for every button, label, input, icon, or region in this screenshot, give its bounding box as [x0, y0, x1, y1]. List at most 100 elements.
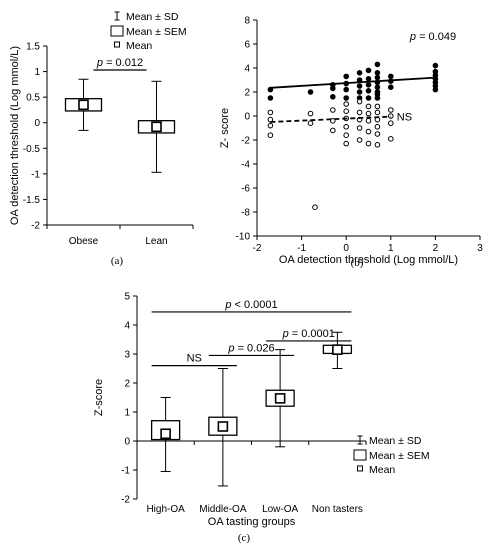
legend-sem-symbol — [110, 25, 124, 37]
filled-point — [356, 83, 363, 89]
significance-label: p = 0.0001 — [282, 328, 335, 340]
y-tick-label: 1 — [34, 67, 40, 78]
open-point — [330, 127, 336, 134]
filled-point — [388, 73, 394, 80]
filled-point — [356, 70, 363, 76]
significance-label: p = 0.026 — [227, 342, 274, 354]
open-point — [388, 120, 394, 126]
trend-line-dashed — [270, 115, 391, 123]
open-point — [356, 109, 363, 116]
open-point — [365, 140, 372, 147]
open-point — [343, 101, 350, 107]
open-point — [330, 107, 336, 113]
legend-a: Mean ± SD Mean ± SEM Mean — [110, 11, 187, 52]
panel-a: -2 -1.5 -1 -0.5 0 0.5 1 1.5 Obese Lean OA detectio… — [9, 42, 194, 267]
legend-c: Mean ± SD Mean ± SEM Mean — [353, 435, 430, 476]
filled-point — [356, 89, 363, 95]
open-point — [267, 132, 274, 138]
x-tick-label: 3 — [477, 243, 483, 254]
open-point — [343, 132, 350, 138]
y-tick-label: -0.5 — [23, 144, 41, 155]
x-tick-label: Obese — [69, 236, 99, 247]
y-tick-label: 2 — [124, 379, 130, 390]
panel-caption: (a) — [111, 255, 124, 267]
filled-point — [365, 88, 372, 94]
x-tick-label: 2 — [433, 243, 439, 254]
open-point — [356, 98, 363, 105]
open-point — [388, 136, 394, 142]
legend-mean-symbol — [114, 41, 120, 48]
y-tick-label: -2 — [241, 136, 250, 147]
filled-point — [374, 84, 381, 90]
x-axis-label: OA tasting groups — [208, 516, 296, 528]
open-point — [307, 120, 314, 126]
y-tick-label: -2 — [31, 221, 40, 232]
y-tick-label: 2 — [244, 88, 250, 99]
filled-point — [374, 70, 381, 76]
open-point — [374, 142, 381, 148]
mean-marker — [160, 428, 171, 440]
y-tick-label: 5 — [124, 292, 130, 303]
open-point — [356, 137, 363, 143]
open-point — [365, 103, 372, 110]
legend-label-mean: Mean — [126, 40, 152, 52]
y-tick-label: 0 — [34, 118, 40, 129]
legend-label-sd: Mean ± SD — [369, 435, 422, 447]
open-point — [312, 204, 318, 210]
significance-label: p = 0.012 — [96, 57, 143, 69]
open-point — [374, 103, 381, 110]
y-tick-label: 0 — [124, 437, 130, 448]
open-point — [343, 140, 350, 147]
open-point — [343, 124, 350, 130]
filled-point — [267, 95, 274, 101]
trend-line-solid — [270, 76, 436, 89]
filled-point — [365, 82, 372, 88]
filled-point — [365, 76, 372, 82]
filled-point — [374, 91, 381, 98]
open-point — [365, 110, 372, 117]
y-tick-label: -4 — [241, 160, 250, 171]
open-point — [388, 113, 394, 119]
y-tick-label: -6 — [241, 184, 250, 195]
filled-point — [374, 74, 381, 81]
filled-point — [330, 94, 336, 100]
filled-point — [388, 84, 394, 90]
x-tick-label: High-OA — [146, 504, 185, 515]
open-point — [343, 108, 350, 114]
filled-point — [343, 86, 350, 93]
x-tick-label: Low-OA — [262, 504, 298, 515]
panel-c: -2 -1 0 1 2 3 4 5 High-OA Middle-OA Low-OA Non tast… — [93, 292, 367, 544]
y-axis-label: OA detection threshold (Log mmol/L) — [9, 46, 21, 225]
y-tick-label: -10 — [236, 232, 251, 243]
y-tick-label: 3 — [124, 350, 130, 361]
filled-point — [365, 95, 372, 101]
y-tick-label: 1 — [124, 408, 130, 419]
y-tick-label: -2 — [121, 495, 130, 506]
x-tick-label: 1 — [388, 243, 394, 254]
mean-marker — [151, 121, 162, 133]
open-point — [307, 110, 314, 117]
mean-marker — [217, 421, 229, 432]
legend-label-sd: Mean ± SD — [126, 11, 179, 23]
filled-point — [432, 62, 439, 69]
legend-sem-symbol — [353, 449, 367, 461]
y-tick-label: 8 — [244, 16, 250, 27]
y-tick-label: 0 — [244, 112, 250, 123]
y-tick-label: 4 — [124, 321, 130, 332]
y-tick-label: 1.5 — [26, 42, 40, 53]
x-tick-label: Non tasters — [312, 504, 363, 515]
open-point — [374, 131, 381, 137]
panel-caption: (b) — [351, 257, 364, 269]
legend-label-sem: Mean ± SEM — [369, 450, 430, 462]
y-tick-label: -1 — [31, 169, 40, 180]
open-point — [365, 118, 372, 124]
open-point — [267, 122, 274, 129]
x-axis-label: OA detection threshold (Log mmol/L) — [279, 254, 458, 266]
y-tick-label: -1 — [121, 466, 130, 477]
legend-label-sem: Mean ± SEM — [126, 26, 187, 38]
open-point — [356, 125, 363, 131]
open-point — [374, 109, 381, 116]
filled-point — [307, 89, 314, 95]
